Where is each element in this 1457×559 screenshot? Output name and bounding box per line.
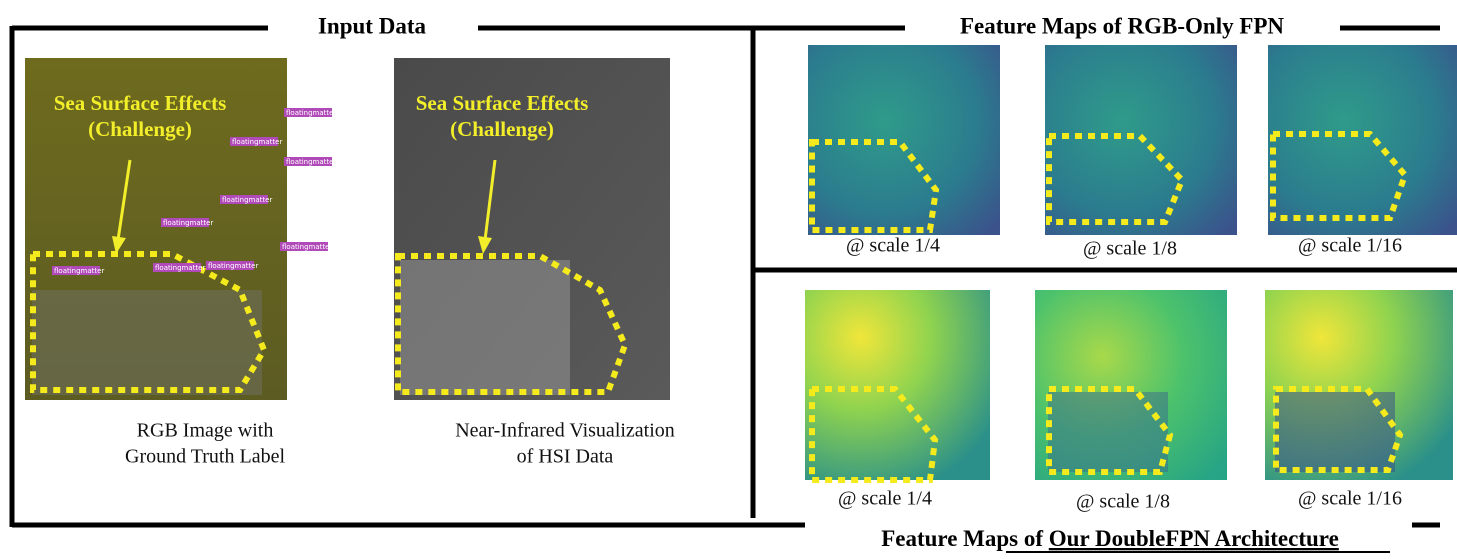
caption: of HSI Data — [517, 446, 614, 468]
annotation: (Challenge) — [450, 117, 554, 141]
section-title: Input Data — [318, 13, 427, 38]
detection-label: floatingmatter — [208, 262, 258, 270]
detection-label: floatingmatter — [54, 267, 104, 275]
nir-image: Sea Surface Effects (Challenge) — [394, 58, 670, 400]
detection-label: floatingmatter — [163, 219, 213, 227]
page: Input Data Feature Maps of RGB-Only FPN … — [0, 0, 1457, 554]
detection-label: floatingmatter — [155, 264, 205, 272]
title-emphasis: Our DoubleFPN Architecture — [1049, 526, 1339, 551]
title-prefix: Feature Maps of — [881, 526, 1043, 551]
section-title: Feature Maps of Our DoubleFPN Architectu… — [881, 526, 1339, 551]
caption: RGB Image with — [137, 420, 274, 442]
caption: Near-Infrared Visualization — [455, 420, 675, 442]
rgb-fpn-maps — [808, 45, 1457, 235]
caption: @ scale 1/16 — [1298, 488, 1402, 510]
detection-label: floatingmatter — [286, 109, 336, 117]
detection-label: floatingmatter — [232, 138, 282, 146]
caption: @ scale 1/16 — [1298, 235, 1402, 257]
annotation: Sea Surface Effects — [54, 91, 227, 115]
caption: Ground Truth Label — [125, 446, 285, 468]
annotation: Sea Surface Effects — [416, 91, 589, 115]
section-title: Feature Maps of RGB-Only FPN — [960, 13, 1284, 38]
caption: @ scale 1/4 — [838, 488, 932, 510]
rgb-image: Sea Surface Effects (Challenge) floating… — [25, 58, 336, 400]
double-fpn-maps — [805, 290, 1453, 480]
detection-label: floatingmatter — [222, 196, 272, 204]
caption: @ scale 1/4 — [846, 235, 940, 257]
caption: @ scale 1/8 — [1076, 491, 1170, 513]
caption: @ scale 1/8 — [1083, 238, 1177, 260]
figure: Input Data Feature Maps of RGB-Only FPN … — [0, 0, 1457, 554]
annotation: (Challenge) — [88, 117, 192, 141]
detection-label: floatingmatter — [282, 243, 332, 251]
detection-label: floatingmatter — [286, 158, 336, 166]
